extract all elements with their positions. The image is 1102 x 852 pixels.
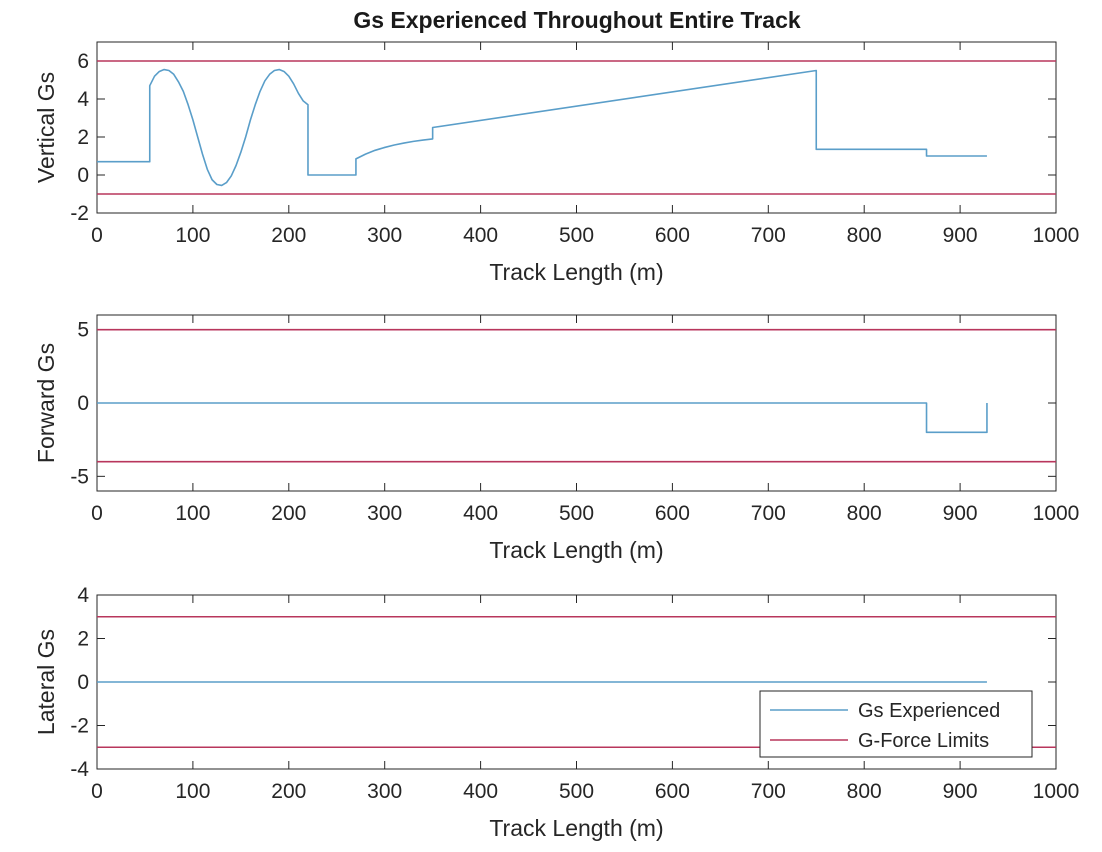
y-tick-label: -5 (70, 465, 89, 488)
x-tick-label: 200 (271, 224, 306, 247)
x-tick-label: 600 (655, 224, 690, 247)
x-tick-label: 1000 (1033, 780, 1080, 803)
y-axis-label: Vertical Gs (33, 72, 59, 183)
x-tick-label: 300 (367, 224, 402, 247)
x-tick-label: 700 (751, 502, 786, 525)
x-tick-label: 900 (943, 224, 978, 247)
x-tick-label: 600 (655, 502, 690, 525)
y-axis-label: Forward Gs (33, 343, 59, 463)
x-tick-label: 300 (367, 780, 402, 803)
y-tick-label: -4 (70, 758, 89, 781)
y-axis-label: Lateral Gs (33, 629, 59, 735)
x-tick-label: 300 (367, 502, 402, 525)
x-axis-label: Track Length (m) (489, 259, 663, 285)
y-tick-label: 0 (77, 671, 89, 694)
x-tick-label: 200 (271, 780, 306, 803)
y-tick-label: 2 (77, 628, 89, 651)
x-tick-label: 900 (943, 502, 978, 525)
legend-box (759, 690, 1033, 758)
legend-item-g-force-limits-label: G-Force Limits (858, 730, 989, 752)
subplot-vertical: 0 100 200 300 400 500 600 700 800 900 1000-20246Tr… (33, 41, 1080, 285)
x-tick-label: 0 (91, 502, 103, 525)
x-tick-label: 800 (847, 780, 882, 803)
x-tick-label: 800 (847, 224, 882, 247)
x-tick-label: 1000 (1033, 224, 1080, 247)
x-tick-label: 700 (751, 224, 786, 247)
y-tick-label: 0 (77, 392, 89, 415)
y-tick-label: 5 (77, 319, 89, 342)
x-axis-label: Track Length (m) (489, 815, 663, 841)
x-tick-label: 500 (559, 224, 594, 247)
x-tick-label: 500 (559, 780, 594, 803)
x-tick-label: 1000 (1033, 502, 1080, 525)
gs-experienced-line (97, 68, 987, 187)
x-tick-label: 400 (463, 780, 498, 803)
y-tick-label: 0 (77, 164, 89, 187)
y-tick-label: -2 (70, 202, 89, 225)
x-tick-label: 500 (559, 502, 594, 525)
subplot-lateral: 0 100 200 300 400 500 600 700 800 900 1000 -4 -2 0 2 4 T… (33, 584, 1079, 841)
x-tick-label: 900 (943, 780, 978, 803)
x-tick-label: 400 (463, 502, 498, 525)
x-tick-label: 800 (847, 502, 882, 525)
subplots: 0 100 200 300 400 500 600 700 800 900 1000-20246Tr… (33, 41, 1080, 841)
x-axis-label: Track Length (m) (489, 537, 663, 563)
x-tick-label: 200 (271, 502, 306, 525)
x-tick-label: 100 (175, 780, 210, 803)
gs-experienced-line (97, 402, 988, 434)
y-tick-label: -2 (70, 715, 89, 738)
legend-item-gs-experienced-label: Gs Experienced (858, 700, 1000, 722)
x-tick-label: 0 (91, 224, 103, 247)
legend: Gs Experienced G-Force Limits (759, 690, 1033, 758)
y-tick-label: 4 (77, 88, 89, 111)
y-tick-label: 2 (77, 126, 89, 149)
x-tick-label: 400 (463, 224, 498, 247)
x-tick-label: 0 (91, 780, 103, 803)
y-tick-label: 6 (77, 50, 89, 73)
x-tick-label: 600 (655, 780, 690, 803)
figure-title: Gs Experienced Throughout Entire Track (353, 7, 801, 33)
subplot-forward: 0 100 200 300 400 500 600 700 800 900 1000-505Trac… (33, 314, 1080, 563)
x-tick-label: 100 (175, 224, 210, 247)
x-tick-label: 700 (751, 780, 786, 803)
y-tick-label: 4 (77, 584, 89, 607)
x-tick-label: 100 (175, 502, 210, 525)
